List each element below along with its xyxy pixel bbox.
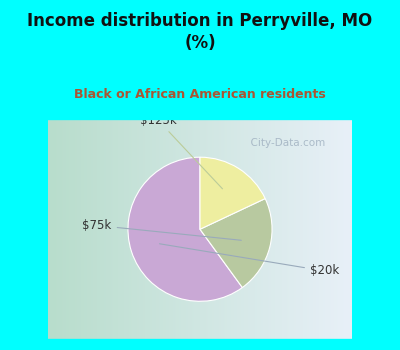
Wedge shape bbox=[200, 198, 272, 288]
Text: $75k: $75k bbox=[82, 219, 241, 240]
Text: $20k: $20k bbox=[160, 244, 339, 278]
Text: Black or African American residents: Black or African American residents bbox=[74, 88, 326, 101]
Text: $125k: $125k bbox=[140, 114, 222, 189]
Wedge shape bbox=[128, 157, 242, 301]
Text: Income distribution in Perryville, MO
(%): Income distribution in Perryville, MO (%… bbox=[27, 12, 373, 52]
Wedge shape bbox=[200, 157, 265, 229]
Text: City-Data.com: City-Data.com bbox=[244, 138, 326, 148]
